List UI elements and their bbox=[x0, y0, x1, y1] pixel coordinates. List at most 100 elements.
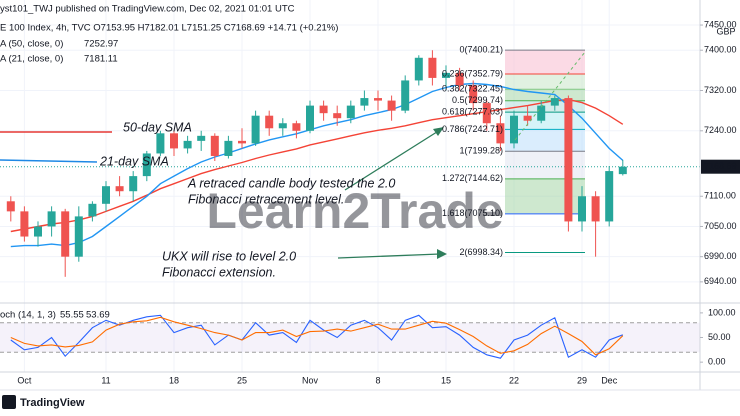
annotation: 50-day SMA bbox=[123, 120, 192, 134]
fib-label: 0.5(7299.74) bbox=[452, 95, 503, 105]
fib-band bbox=[505, 151, 585, 179]
candle-body bbox=[115, 186, 124, 192]
fib-label: 1(7199.28) bbox=[459, 146, 503, 156]
x-tick-label: 8 bbox=[375, 375, 380, 385]
y-tick-label: 50.00 bbox=[708, 332, 731, 342]
candle-body bbox=[442, 72, 450, 78]
sma-line bbox=[10, 82, 624, 248]
candle-body bbox=[74, 216, 83, 257]
candle-body bbox=[591, 196, 600, 222]
fib-label: 0.382(7322.45) bbox=[442, 84, 503, 94]
x-tick-label: 11 bbox=[101, 375, 110, 385]
annotation: UKX will rise to level 2.0 bbox=[162, 249, 296, 263]
price-tag-box bbox=[701, 159, 740, 174]
candle-body bbox=[510, 115, 518, 144]
candle-body bbox=[292, 123, 301, 131]
candle-body bbox=[183, 140, 192, 149]
y-tick-label: 7110.00 bbox=[704, 191, 736, 201]
annotation: A retraced candle body tested the 2.0 bbox=[187, 176, 395, 190]
candle-body bbox=[102, 186, 110, 204]
legend-value: 7252.97 bbox=[84, 39, 118, 50]
y-tick-label: 7240.00 bbox=[704, 125, 737, 135]
price-tag-label: 7168.69 bbox=[704, 161, 737, 171]
arrow bbox=[337, 253, 441, 259]
y-tick-label: 6940.00 bbox=[704, 276, 737, 286]
fib-band bbox=[505, 73, 585, 90]
fib-band bbox=[505, 50, 585, 74]
candle-body bbox=[210, 135, 219, 156]
x-tick-label: 22 bbox=[509, 375, 519, 385]
fib-label: 1.618(7075.10) bbox=[442, 208, 503, 218]
candle-body bbox=[550, 98, 559, 106]
fib-label: 2(6998.34) bbox=[459, 247, 503, 257]
symbol-line: E 100 Index, 4h, TVC O7153.95 H7182.01 L… bbox=[0, 23, 338, 34]
y-tick-label: 7320.00 bbox=[704, 85, 737, 95]
candle-body bbox=[238, 140, 246, 144]
x-tick-label: Oct bbox=[17, 375, 32, 385]
legend-name: A (50, close, 0) bbox=[0, 39, 63, 50]
footer-logo bbox=[2, 395, 16, 409]
x-tick-label: Nov bbox=[302, 375, 319, 385]
candle-body bbox=[564, 98, 573, 222]
fib-trend-line bbox=[514, 51, 586, 141]
candle-body bbox=[537, 105, 546, 121]
fib-label: 1.272(7144.62) bbox=[442, 173, 503, 183]
fib-label: 0.618(7277.03) bbox=[442, 107, 503, 117]
y-tick-label: 0.00 bbox=[708, 357, 726, 367]
candle-body bbox=[47, 211, 56, 227]
candle-body bbox=[197, 135, 206, 141]
arrow bbox=[344, 129, 441, 191]
candle-body bbox=[34, 226, 42, 237]
candle-body bbox=[346, 105, 355, 119]
candle-body bbox=[224, 140, 233, 156]
y-tick-label: 7400.00 bbox=[704, 45, 737, 55]
sma-line bbox=[10, 98, 624, 233]
fib-label: 0(7400.21) bbox=[459, 44, 503, 54]
annotation: 21-day SMA bbox=[99, 154, 169, 168]
candle-body bbox=[88, 203, 97, 217]
candle-body bbox=[142, 153, 151, 177]
candle-body bbox=[428, 57, 437, 78]
stoch-value: 53.69 bbox=[86, 310, 110, 321]
candle-body bbox=[374, 98, 382, 101]
x-tick-label: 18 bbox=[169, 375, 179, 385]
arrow-head bbox=[437, 249, 447, 259]
candle-body bbox=[333, 113, 342, 119]
candle-body bbox=[401, 80, 410, 111]
candle-body bbox=[455, 72, 464, 86]
legend-name: A (21, close, 0) bbox=[0, 54, 63, 65]
candle-body bbox=[278, 123, 287, 129]
stoch-line bbox=[10, 314, 623, 359]
candle-body bbox=[578, 196, 586, 222]
candle-body bbox=[414, 57, 423, 81]
candle-body bbox=[523, 115, 532, 121]
annotation: Fibonacci extension. bbox=[162, 265, 276, 279]
watermark: Learn2Trade bbox=[206, 183, 503, 239]
candle-body bbox=[387, 100, 396, 111]
y-tick-label: 7050.00 bbox=[704, 221, 737, 231]
stoch-name: och (14, 1, 3) bbox=[0, 310, 56, 321]
x-tick-label: Dec bbox=[601, 375, 618, 385]
currency-label: GBP bbox=[716, 26, 735, 36]
fib-label: 0.786(7242.71) bbox=[442, 124, 503, 134]
candle-body bbox=[319, 105, 328, 114]
footer-brand: TradingView bbox=[20, 397, 85, 409]
candle-body bbox=[605, 171, 614, 222]
fib-band bbox=[505, 89, 585, 101]
publisher-line: yst101_TWJ published on TradingView.com,… bbox=[0, 4, 295, 15]
candle-body bbox=[265, 115, 274, 129]
arrow-head bbox=[433, 127, 444, 136]
candle-body bbox=[360, 98, 369, 106]
candle-body bbox=[306, 105, 314, 131]
stoch-line bbox=[10, 316, 624, 356]
candle-body bbox=[170, 133, 178, 149]
fib-label: 0.236(7352.79) bbox=[442, 68, 503, 78]
stoch-band bbox=[0, 322, 700, 353]
stoch-value: 55.55 bbox=[60, 310, 84, 321]
x-tick-label: 29 bbox=[577, 375, 587, 385]
fib-band bbox=[505, 178, 585, 214]
